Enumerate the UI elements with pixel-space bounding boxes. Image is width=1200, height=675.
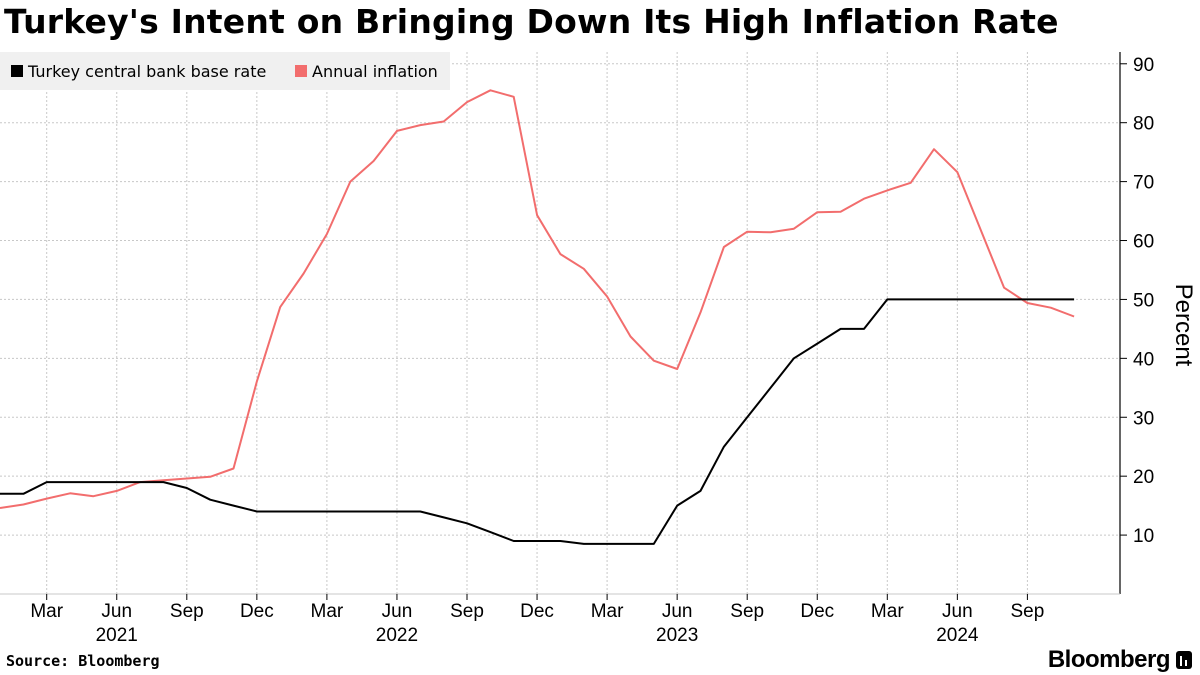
x-tick-label: Sep [730, 601, 764, 622]
y-tick-label: 10 [1133, 526, 1154, 547]
x-tick-label: Dec [240, 601, 274, 622]
x-tick-label: Jun [942, 601, 973, 622]
gridlines [0, 52, 1120, 594]
y-tick-label: 30 [1133, 408, 1154, 429]
y-tick-label: 50 [1133, 290, 1154, 311]
y-tick-label: 60 [1133, 232, 1154, 253]
series-line-inflation [0, 89, 1075, 509]
x-tick-label: Jun [662, 601, 693, 622]
x-tick-label: Jun [382, 601, 413, 622]
legend-swatch-inflation [295, 65, 307, 77]
x-year-label: 2023 [656, 625, 698, 646]
brand-logo: Bloomberg [1048, 646, 1192, 674]
y-tick-label: 40 [1133, 349, 1154, 370]
x-tick-label: Sep [1010, 601, 1044, 622]
x-tick-label: Mar [591, 601, 624, 622]
legend-label-inflation: Annual inflation [312, 62, 438, 81]
x-tick-label: Mar [871, 601, 904, 622]
x-tick-label: Mar [30, 601, 63, 622]
series-lines [0, 89, 1075, 545]
x-tick-label: Sep [170, 601, 204, 622]
bloomberg-terminal-icon [1176, 651, 1192, 669]
x-year-label: 2024 [936, 625, 979, 646]
y-axis-label: Percent [1170, 284, 1197, 367]
legend: Turkey central bank base rate Annual inf… [0, 52, 450, 90]
x-year-label: 2022 [376, 625, 418, 646]
brand-name: Bloomberg [1047, 646, 1171, 673]
y-tick-label: 20 [1133, 467, 1154, 488]
x-tick-label: Mar [311, 601, 344, 622]
x-tick-label: Dec [800, 601, 834, 622]
series-line-base-rate [0, 298, 1075, 545]
x-axis-ticks: Mar Jun Sep Dec Mar Jun Sep Dec Mar Jun Sep Dec Mar J… [30, 594, 1044, 646]
x-tick-label: Sep [450, 601, 484, 622]
legend-swatch-base-rate [11, 65, 23, 77]
legend-background [0, 52, 450, 90]
chart-title: Turkey's Intent on Bringing Down Its Hig… [4, 2, 1059, 41]
x-tick-label: Dec [520, 601, 554, 622]
x-year-label: 2021 [96, 625, 138, 646]
legend-label-base-rate: Turkey central bank base rate [27, 62, 266, 81]
y-axis-ticks: 10 20 30 40 50 60 70 80 90 [1120, 55, 1154, 547]
x-tick-label: Jun [101, 601, 132, 622]
source-note: Source: Bloomberg [6, 652, 160, 670]
y-tick-label: 80 [1133, 114, 1154, 135]
y-tick-label: 70 [1133, 173, 1154, 194]
axes [0, 52, 1121, 595]
y-tick-label: 90 [1133, 55, 1154, 76]
